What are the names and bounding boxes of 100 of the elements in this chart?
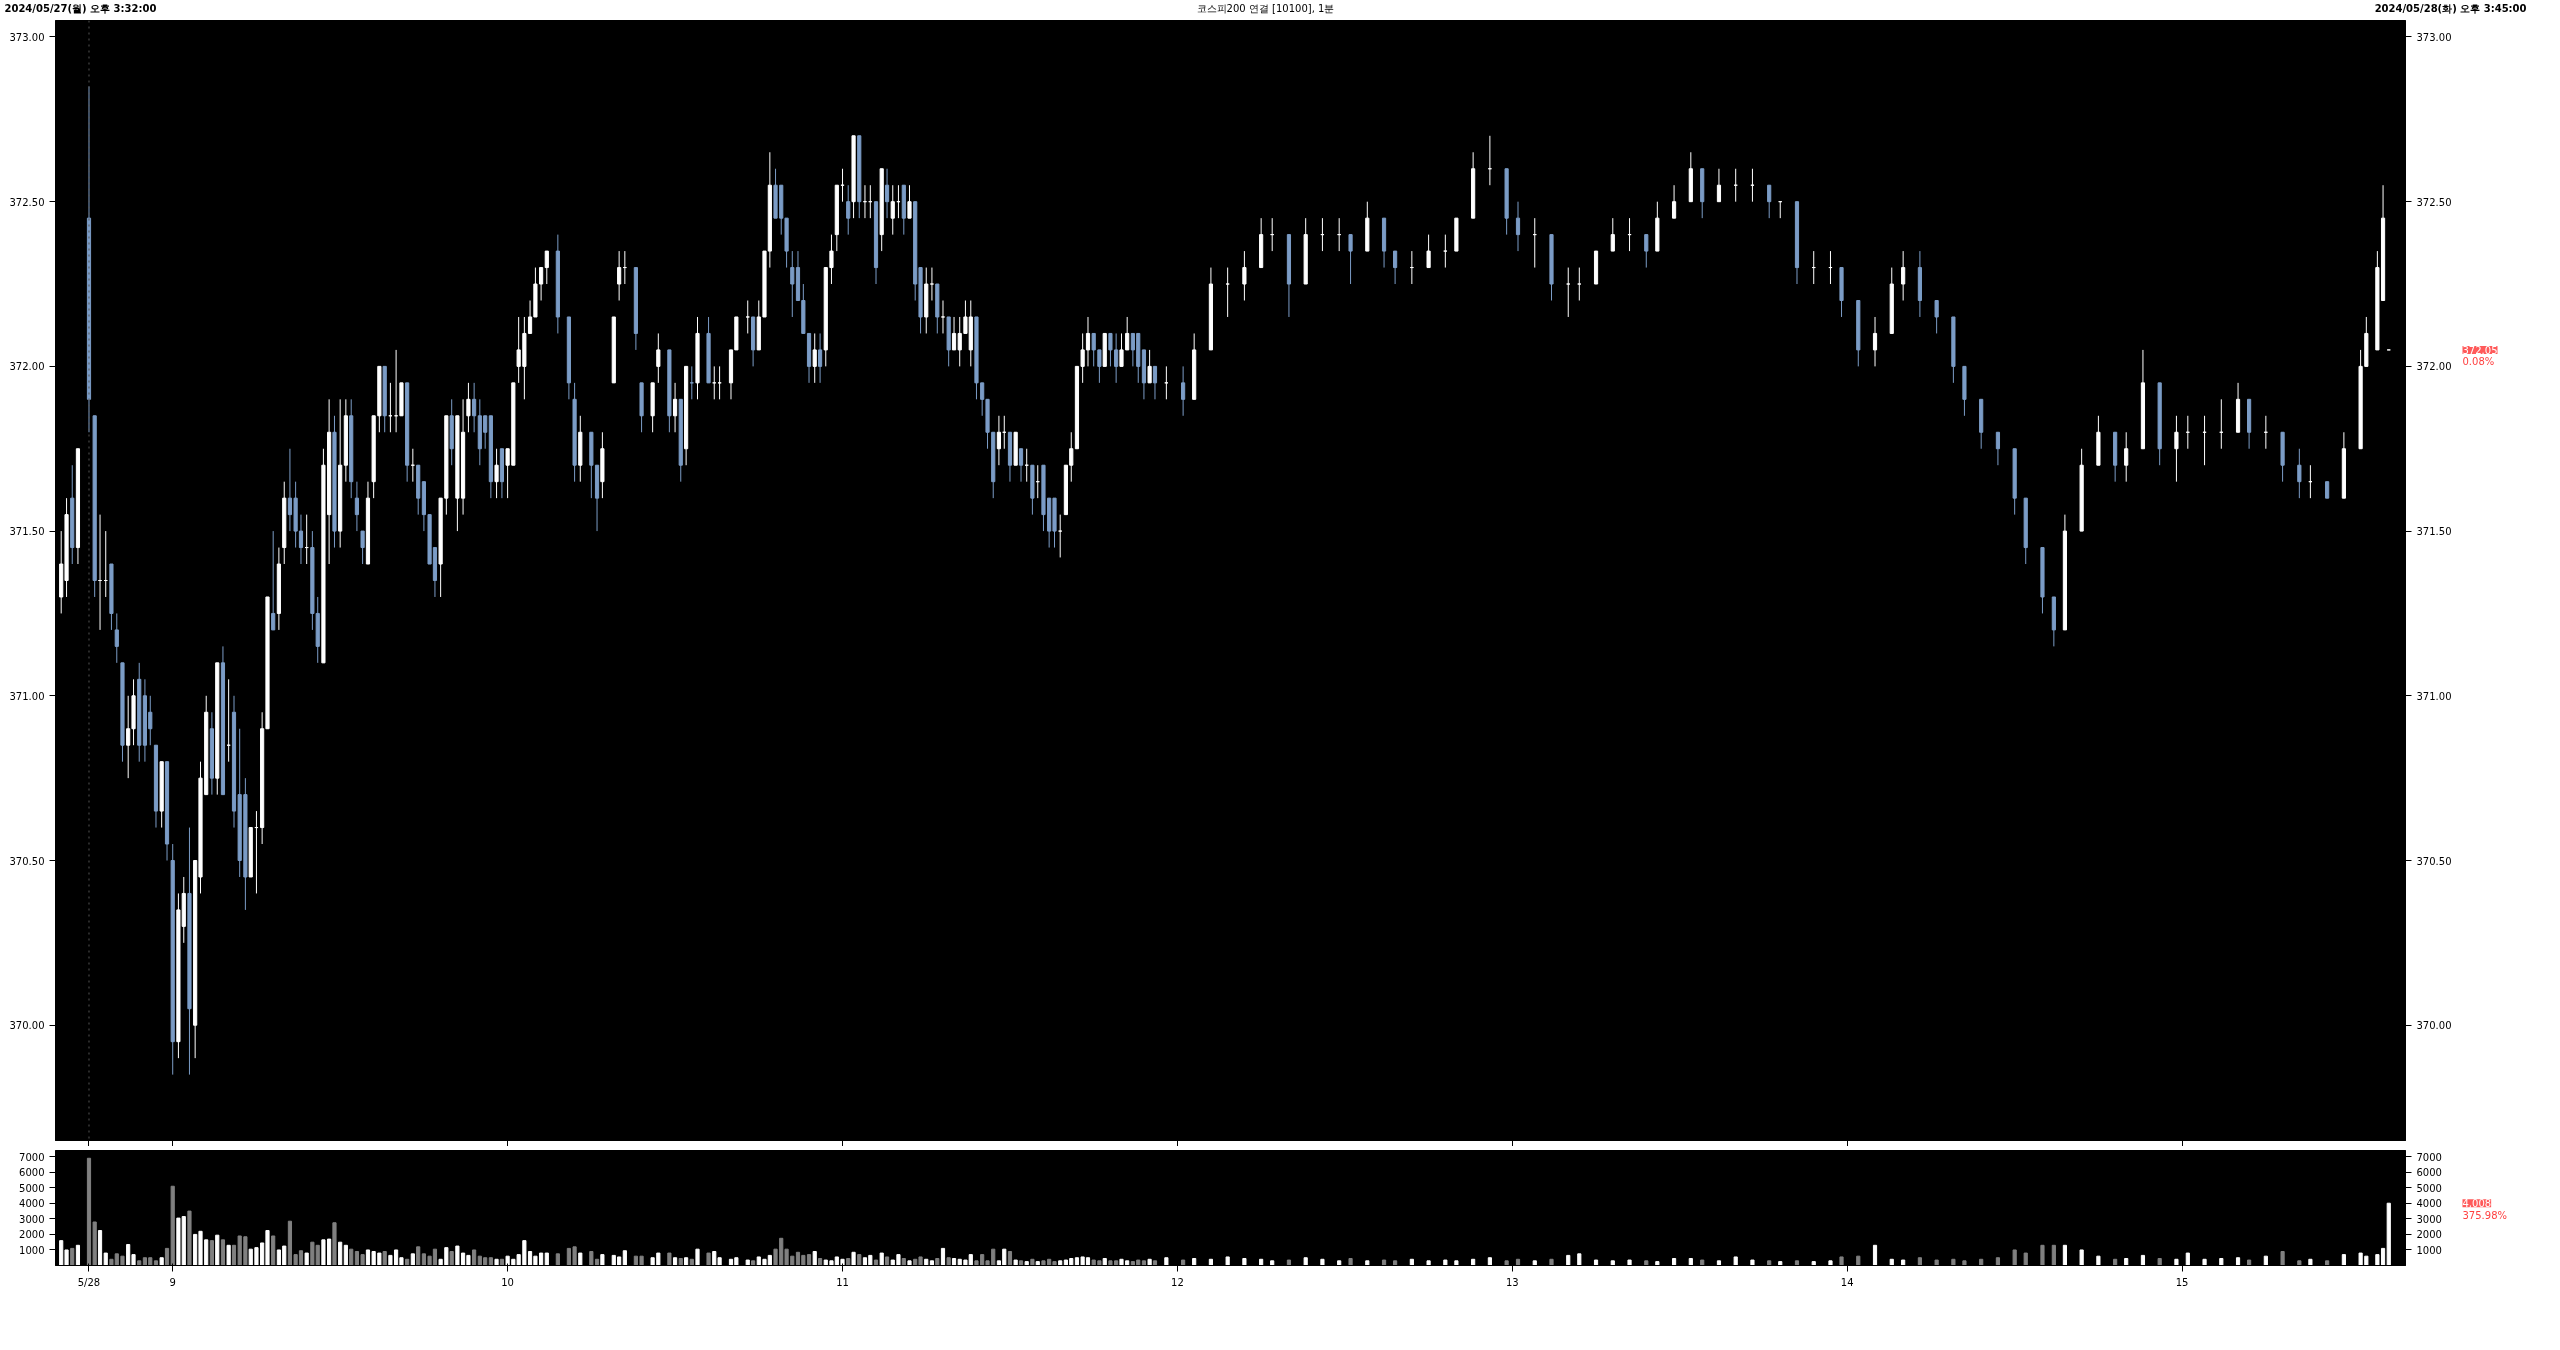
candlestick: [907, 184, 912, 219]
candlestick: [817, 332, 823, 384]
candlestick: [271, 530, 276, 631]
bar: [416, 1246, 421, 1266]
y2-tick-label: 372.50: [2416, 196, 2452, 208]
candlestick: [2297, 448, 2302, 499]
x-tick-label: 13: [1505, 1276, 1519, 1288]
bar: [187, 1210, 192, 1266]
bar: [751, 1260, 756, 1266]
bar: [812, 1251, 817, 1266]
bar: [1593, 1259, 1599, 1266]
text: 2024/05/28(화) 오후 3:45:00: [2374, 3, 2527, 14]
y-tick-label: 1000: [19, 1244, 45, 1256]
y2-tick-label: 371.50: [2416, 526, 2452, 538]
bar: [817, 1258, 823, 1266]
candlestick: [1934, 300, 1939, 334]
bar: [1270, 1260, 1275, 1266]
bar: [1716, 1260, 1722, 1266]
bar: [2174, 1258, 2179, 1266]
bar: [1828, 1260, 1833, 1266]
y-tick-label: 371.50: [9, 526, 45, 538]
bar: [1839, 1256, 1844, 1266]
bar: [1024, 1261, 1029, 1266]
candlestick: [1164, 365, 1169, 400]
bar: [338, 1241, 343, 1266]
y-tick-label: 6000: [19, 1167, 45, 1179]
candlestick: [1671, 184, 1677, 219]
candlestick: [1393, 250, 1398, 285]
y-tick-label: 370.50: [9, 855, 45, 867]
bar: [2124, 1258, 2129, 1266]
bar: [1337, 1260, 1342, 1266]
x-tick-label: 5/28: [77, 1276, 101, 1288]
bar: [851, 1251, 856, 1266]
candlestick: [672, 382, 678, 433]
y-tick-label: 4000: [19, 1198, 45, 1210]
text: 2024/05/27(월) 오후 3:32:00: [4, 3, 157, 14]
bar: [1644, 1260, 1649, 1266]
bar: [1487, 1257, 1492, 1266]
candlestick: [745, 300, 750, 334]
bar: [706, 1252, 711, 1266]
bar: [159, 1257, 164, 1266]
bar: [1504, 1260, 1509, 1266]
bar: [1767, 1260, 1772, 1266]
bar: [1917, 1257, 1922, 1266]
y2-tick-label: 1000: [2416, 1244, 2442, 1256]
bar: [343, 1244, 348, 1266]
candlestick: [2124, 431, 2129, 483]
bar: [2040, 1244, 2045, 1266]
chart-title: 코스피200 연결 [10100], 1분: [1196, 3, 1335, 14]
bar: [1102, 1258, 1107, 1266]
x-tick-label: 14: [1840, 1276, 1854, 1288]
candlestick: [466, 382, 471, 433]
bar: [2202, 1258, 2207, 1266]
bar: [672, 1257, 678, 1266]
text: 372.05: [2462, 344, 2498, 356]
candlestick: [1097, 349, 1102, 384]
bar: [304, 1252, 309, 1266]
candlestick: [1426, 234, 1431, 269]
bar: [684, 1257, 689, 1266]
bar: [935, 1258, 940, 1266]
bar: [1381, 1259, 1387, 1266]
x-tick-label: 11: [836, 1276, 849, 1288]
y2-tick-label: 2000: [2416, 1229, 2442, 1241]
bar: [1141, 1260, 1147, 1266]
candlestick: [884, 168, 890, 219]
bar: [1962, 1260, 1967, 1266]
bar: [271, 1235, 276, 1266]
bar: [1164, 1257, 1169, 1266]
y2-tick-label: 370.00: [2416, 1020, 2452, 1032]
bar: [1794, 1260, 1800, 1266]
bar: [1733, 1256, 1738, 1266]
bar: [1225, 1256, 1230, 1266]
bar: [1443, 1259, 1448, 1266]
bar: [1303, 1257, 1308, 1266]
candlestick: [890, 184, 895, 236]
candlestick: [1901, 250, 1906, 301]
bar: [1365, 1260, 1370, 1266]
candlestick: [1515, 201, 1521, 252]
bar: [2341, 1254, 2346, 1266]
candlestick: [846, 184, 851, 236]
bar: [1750, 1259, 1755, 1266]
candlestick: [812, 332, 817, 384]
candlestick: [996, 415, 1002, 466]
bar: [2235, 1257, 2241, 1266]
x-tick-label: 9: [169, 1276, 176, 1288]
bar: [1934, 1259, 1939, 1266]
bar: [600, 1254, 605, 1266]
bar: [1688, 1258, 1693, 1266]
bar: [2062, 1244, 2067, 1266]
candlestick: [1995, 431, 2001, 466]
bar: [1181, 1259, 1186, 1266]
bar: [2185, 1252, 2190, 1266]
candlestick: [1716, 168, 1722, 203]
bar: [2140, 1254, 2146, 1266]
bar: [1013, 1259, 1018, 1266]
candlestick: [1152, 365, 1158, 400]
bar: [1778, 1261, 1783, 1266]
bar: [349, 1248, 354, 1266]
candlestick: [1872, 316, 1878, 367]
bar: [1577, 1253, 1582, 1266]
